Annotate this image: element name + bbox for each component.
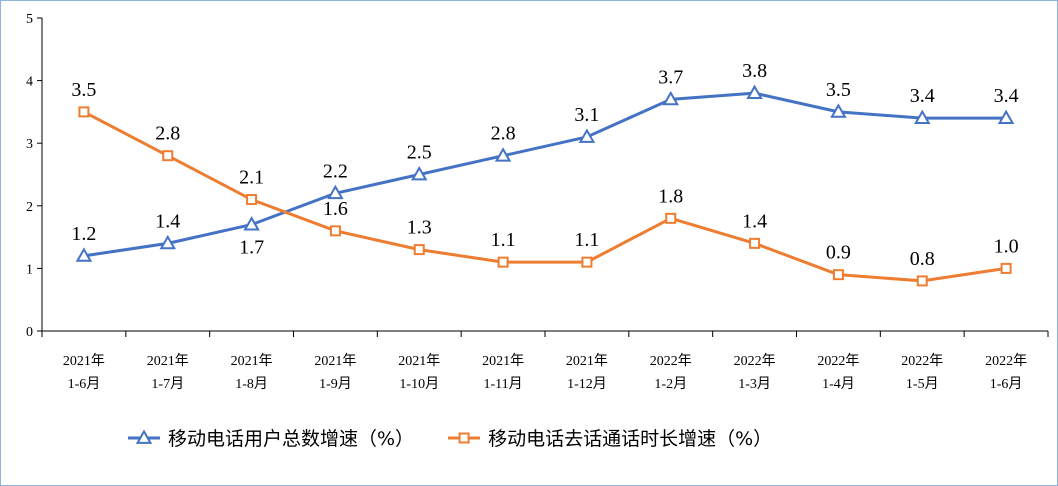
data-labels: 1.2 1.4 1.7 2.2 2.5 2.8 3.1 3.7 3.8 3.5 3.4 3.4 3.5 2… — [71, 60, 1018, 270]
series-1-data-label: 2.2 — [323, 160, 348, 182]
series-line-2 — [83, 110, 1007, 283]
series-2-data-label: 1.0 — [994, 235, 1019, 257]
series-2-marker — [413, 244, 425, 256]
x-tick-label-month: 1-2月 — [654, 376, 687, 392]
series-2-data-label: 0.9 — [826, 242, 851, 264]
series-1-marker — [662, 90, 679, 106]
x-tick-label-month: 1-6月 — [68, 376, 101, 392]
x-tick-label-year: 2021年 — [63, 353, 105, 369]
y-tick-label: 5 — [26, 12, 33, 27]
series-1-marker — [327, 184, 344, 200]
series-2-marker — [581, 256, 593, 268]
series-1-data-label: 3.4 — [910, 85, 935, 107]
series-1-marker — [159, 234, 176, 250]
x-tick-label-month: 1-4月 — [822, 376, 855, 392]
x-tick-label-year: 2022年 — [985, 353, 1027, 369]
x-tick-label-month: 1-9月 — [319, 376, 352, 392]
series-2-marker — [832, 269, 844, 281]
x-tick-label-year: 2021年 — [482, 353, 524, 369]
x-tick-label-year: 2021年 — [566, 353, 608, 369]
series-1-marker — [746, 84, 763, 99]
series-1-data-label: 1.4 — [155, 210, 180, 232]
series-1-marker — [243, 216, 260, 231]
series-1-data-label: 3.1 — [574, 104, 599, 126]
legend-label-1: 移动电话用户总数增速（%） — [168, 428, 414, 450]
series-markers — [75, 84, 1015, 287]
series-1-data-label: 3.5 — [826, 79, 851, 101]
y-tick-label: 3 — [26, 137, 33, 152]
x-tick-label-month: 1-7月 — [151, 376, 184, 392]
series-2-data-label: 2.8 — [155, 123, 180, 145]
series-2-marker — [78, 106, 90, 118]
series-1-marker — [830, 103, 847, 118]
x-tick-label-year: 2022年 — [901, 353, 943, 369]
series-2-marker — [246, 194, 258, 206]
x-tick-label-month: 1-10月 — [399, 376, 439, 392]
series-1-data-label: 1.2 — [71, 223, 96, 245]
series-1-marker — [75, 247, 93, 262]
series-1-marker — [914, 109, 931, 125]
series-2-data-label: 0.8 — [910, 248, 935, 270]
series-2-data-label: 1.3 — [407, 217, 432, 239]
series-2-marker — [916, 275, 928, 287]
x-tick-label-year: 2021年 — [147, 353, 189, 369]
x-tick-label-year: 2021年 — [314, 353, 356, 369]
series-2-marker — [497, 256, 509, 268]
axes: 0 1 2 3 4 5 2021年 1-6月 2021年 1-7月 2021年 1-8月 2021年 1-… — [26, 12, 1049, 392]
series-1-marker — [494, 147, 512, 162]
series-2-data-label: 1.6 — [323, 198, 348, 220]
legend-marker-2 — [458, 432, 470, 444]
series-2-marker — [329, 225, 341, 237]
y-tick-label: 2 — [26, 200, 33, 215]
series-2-data-label: 2.1 — [239, 167, 264, 189]
series-lines — [83, 91, 1007, 283]
legend-label-2: 移动电话去话通话时长增速（%） — [488, 428, 772, 450]
series-1-data-label: 2.8 — [491, 123, 516, 145]
x-tick-label-month: 1-8月 — [235, 376, 268, 392]
x-tick-label-year: 2022年 — [650, 353, 692, 369]
y-tick-label: 1 — [26, 262, 33, 277]
x-tick-label-month: 1-3月 — [738, 376, 771, 392]
y-tick-label: 0 — [26, 325, 33, 340]
series-2-marker — [665, 212, 677, 224]
series-2-data-label: 3.5 — [71, 79, 96, 101]
x-tick-label-year: 2022年 — [817, 353, 859, 369]
x-tick-label-year: 2021年 — [398, 353, 440, 369]
y-tick-label: 4 — [26, 75, 33, 90]
x-tick-label-month: 1-6月 — [990, 376, 1023, 392]
series-line-1 — [83, 91, 1007, 258]
series-2-marker — [749, 237, 761, 249]
x-tick-label-year: 2022年 — [734, 353, 776, 369]
series-1-data-label: 2.5 — [407, 142, 432, 164]
legend-marker-1 — [135, 429, 153, 444]
series-2-marker — [1000, 262, 1012, 274]
x-tick-label-year: 2021年 — [231, 353, 273, 369]
series-1-marker — [997, 109, 1015, 125]
series-2-marker — [162, 150, 174, 162]
x-tick-label-month: 1-5月 — [906, 376, 939, 392]
legend: 移动电话用户总数增速（%） 移动电话去话通话时长增速（%） — [128, 428, 772, 450]
series-2-data-label: 1.8 — [658, 185, 683, 207]
series-1-marker — [411, 165, 428, 181]
series-1-data-label: 3.7 — [658, 66, 683, 88]
series-2-data-label: 1.1 — [574, 229, 599, 251]
series-1-data-label: 3.8 — [742, 60, 767, 82]
x-tick-label-month: 1-11月 — [484, 376, 523, 392]
series-2-data-label: 1.1 — [491, 229, 516, 251]
series-2-data-label: 1.4 — [742, 210, 767, 232]
x-tick-label-month: 1-12月 — [567, 376, 607, 392]
series-1-data-label: 1.7 — [239, 237, 264, 259]
series-1-marker — [578, 128, 596, 143]
series-1-data-label: 3.4 — [994, 85, 1019, 107]
